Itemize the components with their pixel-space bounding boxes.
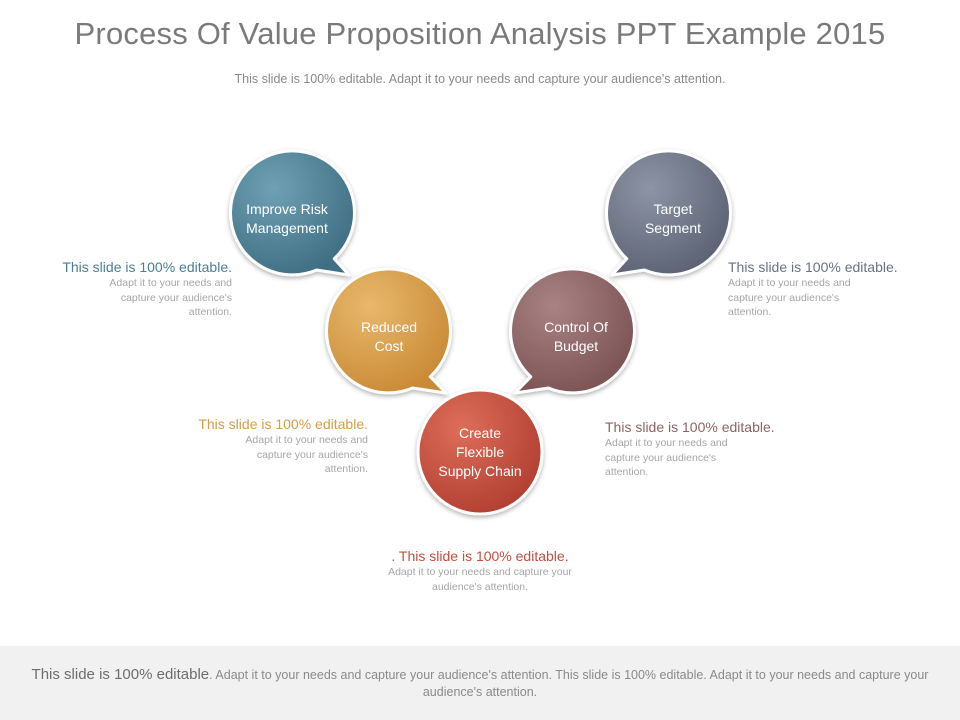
node-label-create-flexible-supply-chain: Create Flexible Supply Chain <box>438 425 522 479</box>
callout-body: Adapt it to your needs and capture your … <box>605 437 728 478</box>
node-label-control-of-budget: Control Of Budget <box>544 319 608 354</box>
callout-body: Adapt it to your needs and capture your … <box>109 277 232 318</box>
node-label-target-segment: Target Segment <box>644 201 702 236</box>
node-target-segment <box>605 149 733 277</box>
callout-body: Adapt it to your needs and capture your … <box>245 434 368 475</box>
callout-create-flexible-supply-chain: . This slide is 100% editable. Adapt it … <box>380 548 580 594</box>
node-improve-risk-management <box>228 149 356 277</box>
callout-body: Adapt it to your needs and capture your … <box>728 277 851 318</box>
node-control-of-budget <box>509 267 637 395</box>
callout-reduced-cost: This slide is 100% editable. Adapt it to… <box>178 416 368 477</box>
callout-heading: This slide is 100% editable. <box>198 416 368 432</box>
callout-heading: This slide is 100% editable. <box>728 259 898 275</box>
callout-control-of-budget: This slide is 100% editable. Adapt it to… <box>605 419 795 480</box>
callout-target-segment: This slide is 100% editable. Adapt it to… <box>728 259 918 320</box>
node-reduced-cost <box>324 267 452 395</box>
callout-heading: This slide is 100% editable. <box>62 259 232 275</box>
footer-rest: . Adapt it to your needs and capture you… <box>209 668 929 699</box>
node-label-improve-risk-management: Improve Risk Management <box>246 201 328 236</box>
slide-title: Process Of Value Proposition Analysis PP… <box>74 16 886 51</box>
callout-improve-risk-management: This slide is 100% editable. Adapt it to… <box>42 259 232 320</box>
callout-heading: . This slide is 100% editable. <box>391 548 569 564</box>
callout-body: Adapt it to your needs and capture your … <box>388 566 572 593</box>
callout-heading: This slide is 100% editable. <box>605 419 775 435</box>
footer-text: This slide is 100% editable. Adapt it to… <box>14 666 946 701</box>
footer-band <box>0 646 960 720</box>
node-create-flexible-supply-chain <box>416 388 544 516</box>
node-label-reduced-cost: Reduced Cost <box>360 319 418 354</box>
slide-subtitle: This slide is 100% editable. Adapt it to… <box>234 72 726 86</box>
footer-lead: This slide is 100% editable <box>31 666 210 683</box>
